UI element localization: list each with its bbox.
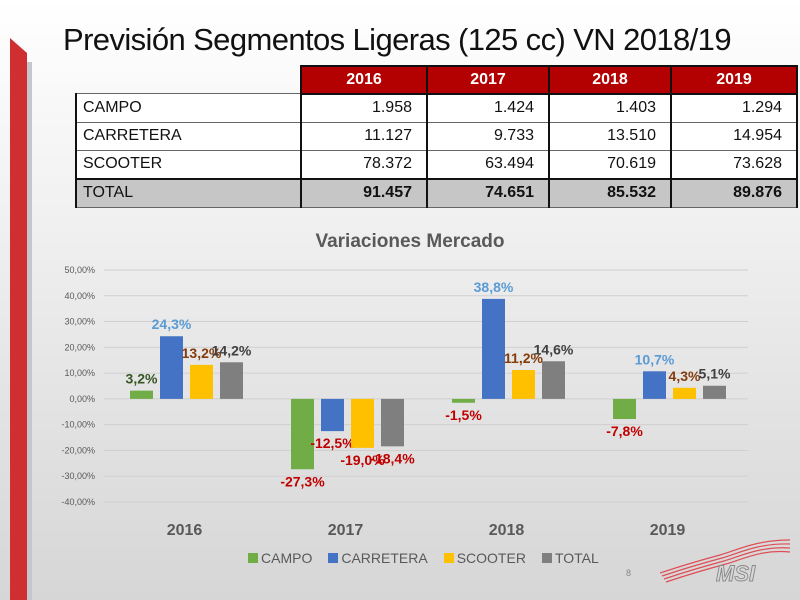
- bar-campo: [613, 398, 636, 419]
- bar-campo: [130, 390, 153, 399]
- bar-total: [703, 385, 726, 399]
- legend-swatch: [443, 553, 454, 563]
- bar-carretera: [643, 371, 666, 399]
- y-tick-label: 30,00%: [64, 317, 95, 327]
- total-value: 74.651: [426, 177, 550, 208]
- bar-campo: [452, 398, 475, 403]
- cell-value: 1.424: [426, 93, 550, 123]
- cell-value: 1.403: [548, 93, 672, 123]
- cell-value: 11.127: [300, 121, 428, 151]
- row-label: TOTAL: [75, 177, 302, 208]
- bar-campo: [291, 398, 314, 470]
- y-tick-label: -20,00%: [61, 445, 95, 455]
- table-total-row: TOTAL 91.457 74.651 85.532 89.876: [75, 177, 798, 208]
- data-label: 4,3%: [669, 368, 701, 384]
- legend-item-total: TOTAL: [541, 550, 599, 566]
- y-tick-label: 10,00%: [64, 368, 95, 378]
- bar-total: [542, 361, 565, 399]
- data-label: 3,2%: [126, 371, 158, 387]
- logo-text: MSI: [716, 561, 756, 585]
- x-category-label: 2016: [167, 522, 203, 539]
- cell-value: 9.733: [426, 121, 550, 151]
- sales-table: 2016 2017 2018 2019 CAMPO 1.958 1.424 1.…: [75, 65, 798, 208]
- bar-total: [220, 362, 243, 399]
- data-label: 5,1%: [699, 366, 731, 382]
- slide-title: Previsión Segmentos Ligeras (125 cc) VN …: [63, 22, 732, 57]
- y-tick-label: 50,00%: [64, 265, 95, 275]
- bar-scooter: [351, 398, 374, 448]
- data-label: -1,5%: [445, 407, 482, 423]
- data-label: -18,4%: [370, 450, 415, 466]
- bar-carretera: [321, 398, 344, 432]
- decorative-red-bar: [10, 38, 27, 600]
- chart-legend: CAMPO CARRETERA SCOOTER TOTAL: [248, 550, 599, 566]
- data-label: 14,6%: [534, 341, 574, 357]
- data-label: 14,2%: [212, 342, 252, 358]
- table-header-row: 2016 2017 2018 2019: [76, 65, 798, 95]
- table-header-year: 2016: [300, 65, 428, 95]
- table-header-year: 2019: [670, 65, 798, 95]
- x-category-label: 2017: [328, 522, 364, 539]
- legend-swatch: [328, 553, 339, 563]
- page-number: 8: [626, 568, 632, 578]
- bar-carretera: [160, 336, 183, 399]
- y-tick-label: -30,00%: [61, 471, 95, 481]
- legend-swatch: [248, 553, 258, 563]
- table-row: SCOOTER 78.372 63.494 70.619 73.628: [75, 149, 798, 179]
- legend-item-campo: CAMPO: [248, 550, 312, 566]
- total-value: 91.457: [300, 177, 428, 208]
- data-label: 38,8%: [474, 279, 514, 295]
- y-tick-label: 0,00%: [69, 394, 95, 404]
- cell-value: 13.510: [548, 121, 672, 151]
- bar-scooter: [190, 364, 213, 399]
- cell-value: 78.372: [300, 149, 428, 179]
- legend-label: CAMPO: [261, 550, 313, 566]
- cell-value: 63.494: [426, 149, 550, 179]
- msi-logo: MSI: [660, 539, 791, 585]
- data-label: 24,3%: [152, 316, 192, 332]
- cell-value: 70.619: [548, 149, 672, 179]
- chart-title: Variaciones Mercado: [315, 231, 505, 252]
- table-header-year: 2017: [426, 65, 550, 95]
- bar-scooter: [673, 387, 696, 399]
- legend-item-scooter: SCOOTER: [443, 550, 526, 566]
- row-label: CARRETERA: [75, 121, 302, 151]
- legend-swatch: [541, 553, 552, 563]
- legend-label: CARRETERA: [341, 550, 428, 566]
- cell-value: 1.294: [670, 93, 798, 123]
- y-tick-label: 20,00%: [64, 342, 95, 352]
- data-label: -27,3%: [280, 473, 325, 489]
- legend-label: SCOOTER: [456, 550, 526, 566]
- bar-carretera: [482, 298, 505, 399]
- cell-value: 14.954: [670, 121, 798, 151]
- legend-item-carretera: CARRETERA: [328, 550, 428, 566]
- x-category-label: 2019: [650, 522, 686, 539]
- y-tick-label: -40,00%: [61, 497, 95, 507]
- legend-label: TOTAL: [554, 550, 599, 566]
- x-category-label: 2018: [489, 522, 525, 539]
- table-row: CARRETERA 11.127 9.733 13.510 14.954: [75, 121, 798, 151]
- decorative-shadow-strip: [27, 62, 32, 600]
- data-label: 10,7%: [635, 351, 675, 367]
- data-label: -19,0%: [340, 452, 385, 468]
- data-label: -7,8%: [606, 423, 643, 439]
- data-label: 11,2%: [504, 350, 543, 366]
- total-value: 89.876: [670, 177, 798, 208]
- y-tick-label: 40,00%: [64, 291, 95, 301]
- bar-total: [381, 398, 404, 447]
- total-value: 85.532: [548, 177, 672, 208]
- y-tick-label: -10,00%: [61, 420, 95, 430]
- bar-scooter: [512, 370, 535, 399]
- data-label: -12,5%: [310, 435, 355, 451]
- cell-value: 1.958: [300, 93, 428, 123]
- table-header-year: 2018: [548, 65, 672, 95]
- data-label: 13,2%: [182, 345, 222, 361]
- row-label: SCOOTER: [75, 149, 302, 179]
